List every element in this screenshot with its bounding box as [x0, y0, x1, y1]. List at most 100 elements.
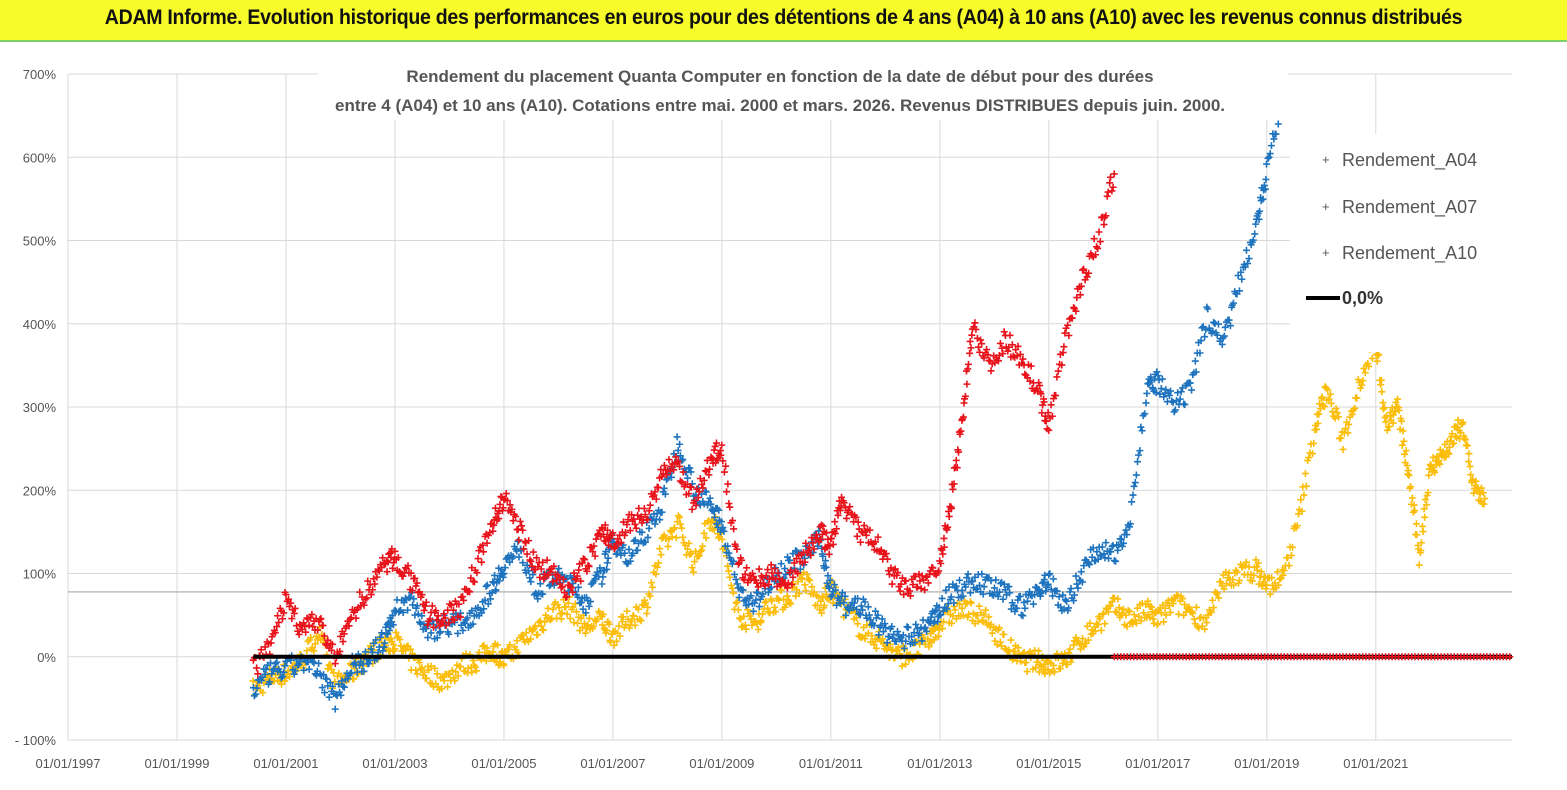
data-point [908, 633, 916, 641]
data-point [254, 670, 262, 678]
data-point [557, 584, 565, 592]
data-point [286, 672, 294, 680]
data-point [825, 550, 833, 558]
data-point [1100, 609, 1108, 617]
data-point [539, 590, 547, 598]
data-point [729, 589, 737, 597]
data-point [698, 480, 706, 488]
legend-label-a07: Rendement_A07 [1342, 197, 1477, 218]
data-point [841, 592, 849, 600]
data-point [681, 541, 689, 549]
data-point [1143, 389, 1151, 397]
data-point [383, 568, 391, 576]
data-point [879, 628, 887, 636]
data-point [365, 659, 373, 667]
data-point [1090, 235, 1098, 243]
data-point [1072, 634, 1080, 642]
data-point [483, 644, 491, 652]
data-point [634, 546, 642, 554]
data-point [651, 520, 659, 528]
data-point [475, 547, 483, 555]
data-point [921, 586, 929, 594]
data-point [544, 604, 552, 612]
data-point [1337, 434, 1345, 442]
data-point [934, 632, 942, 640]
data-point [1161, 604, 1169, 612]
data-point [1388, 404, 1396, 412]
data-point [1300, 491, 1308, 499]
data-point [857, 602, 865, 610]
data-point [810, 588, 818, 596]
data-point [1115, 604, 1123, 612]
data-point [940, 534, 948, 542]
data-point [775, 596, 783, 604]
data-point [1332, 405, 1340, 413]
data-point [1047, 585, 1055, 593]
data-point [421, 602, 429, 610]
data-point [1305, 454, 1313, 462]
data-point [938, 625, 946, 633]
data-point [972, 325, 980, 333]
data-point [628, 511, 636, 519]
data-point [957, 427, 965, 435]
data-point [592, 535, 600, 543]
data-point [826, 576, 834, 584]
data-point [581, 629, 589, 637]
data-point [1006, 589, 1014, 597]
data-point [331, 660, 339, 668]
data-point [1032, 664, 1040, 672]
data-point [536, 617, 544, 625]
data-point [539, 626, 547, 634]
data-point [650, 491, 658, 499]
data-point [1196, 349, 1204, 357]
data-point [958, 586, 966, 594]
data-point [1098, 543, 1106, 551]
y-tick-label: 0% [37, 650, 56, 665]
data-point [947, 593, 955, 601]
data-point [902, 577, 910, 585]
data-point [331, 705, 339, 713]
data-point [411, 611, 419, 619]
data-point [378, 564, 386, 572]
data-point [987, 367, 995, 375]
data-point [1245, 255, 1253, 263]
data-point [902, 660, 910, 668]
data-point [877, 621, 885, 629]
data-point [402, 647, 410, 655]
data-point [662, 471, 670, 479]
data-point [755, 603, 763, 611]
data-point [1213, 331, 1221, 339]
data-point [579, 555, 587, 563]
data-point [578, 623, 586, 631]
data-point [739, 586, 747, 594]
data-point [903, 623, 911, 631]
data-point [1053, 373, 1061, 381]
data-point [337, 632, 345, 640]
data-point [917, 585, 925, 593]
data-point [514, 537, 522, 545]
data-point [1020, 598, 1028, 606]
data-point [1073, 294, 1081, 302]
data-point [527, 557, 535, 565]
data-point [792, 592, 800, 600]
data-point [1080, 562, 1088, 570]
data-point [1398, 417, 1405, 425]
data-point [515, 536, 523, 544]
data-point [991, 637, 999, 645]
data-point [606, 638, 614, 646]
data-point [1225, 316, 1233, 324]
data-point [1436, 460, 1444, 468]
data-point [495, 515, 503, 523]
data-point [1000, 328, 1008, 336]
data-point [379, 554, 387, 562]
data-point [321, 689, 329, 697]
data-point [1111, 608, 1119, 616]
data-point [724, 480, 732, 488]
data-point [771, 565, 779, 573]
data-point [1348, 410, 1356, 418]
data-point [385, 627, 393, 635]
data-point [598, 580, 606, 588]
data-point [724, 562, 732, 570]
data-point [1067, 658, 1075, 666]
data-point [626, 527, 634, 535]
